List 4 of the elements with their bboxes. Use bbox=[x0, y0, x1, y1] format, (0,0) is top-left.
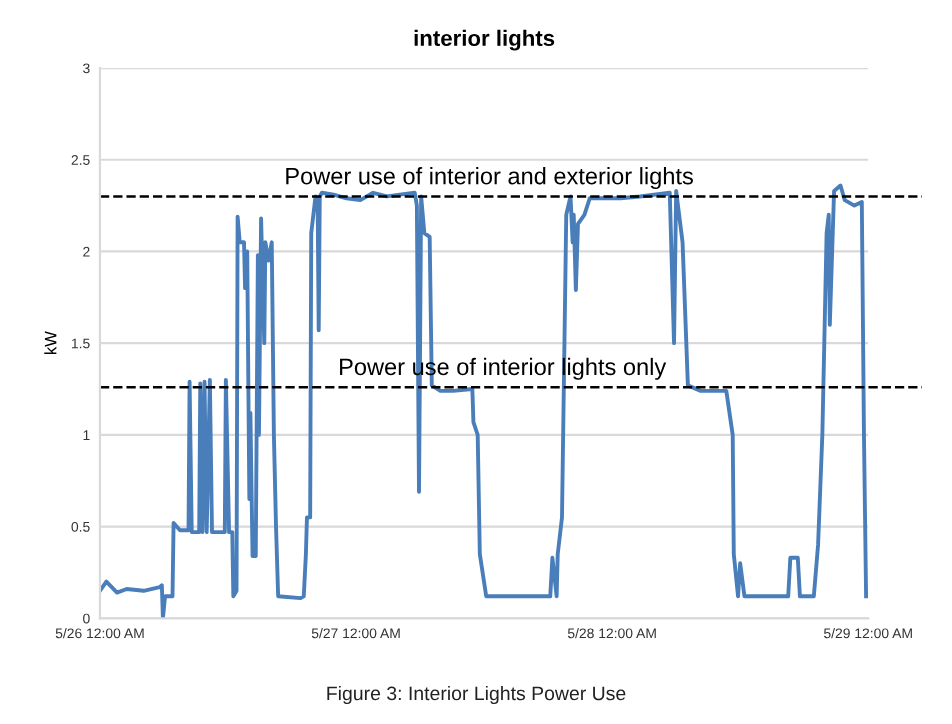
ref-line-label: Power use of interior and exterior lights bbox=[286, 167, 693, 190]
chart-title: interior lights bbox=[414, 29, 555, 51]
y-axis-title: kW bbox=[44, 331, 57, 355]
caption: Figure 3: Interior Lights Power Use bbox=[327, 685, 626, 705]
